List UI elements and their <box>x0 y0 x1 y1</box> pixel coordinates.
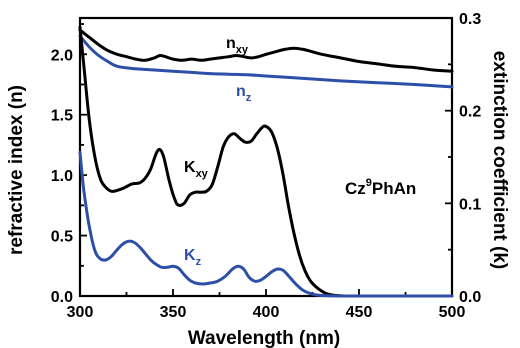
x-tick-label: 350 <box>160 304 187 321</box>
y-right-tick-label: 0.2 <box>459 104 481 121</box>
y-right-tick-label: 0.3 <box>459 11 481 28</box>
axes: 300 350 400 450 5000.00.51.01.52.00.00.10.20… <box>51 11 482 321</box>
series-label-nz-main: n <box>236 83 246 100</box>
y-left-tick-label: 0.0 <box>51 289 73 306</box>
sample-annotation-rest: PhAn <box>372 179 416 198</box>
y-right-tick-label: 0.0 <box>459 289 481 306</box>
y-left-tick-label: 1.0 <box>51 168 73 185</box>
sample-annotation: Cz9PhAn <box>345 177 416 198</box>
y-axis-title-right: extinction coefficient (k) <box>489 51 510 270</box>
series-label-nz-sub: z <box>246 92 252 104</box>
x-tick-label: 450 <box>346 304 373 321</box>
series-label-nxy-main: n <box>226 35 236 52</box>
series-line-kz <box>78 150 454 298</box>
series-label-kxy: Kxy <box>184 159 209 180</box>
y-axis-title-left: refractive index (n) <box>6 85 27 255</box>
x-tick-label: 400 <box>253 304 280 321</box>
series-label-kz-sub: z <box>196 256 202 268</box>
series-label-kz: Kz <box>184 247 202 268</box>
series-line-nxy <box>78 28 454 73</box>
x-tick-label: 300 <box>67 304 94 321</box>
x-tick-label: 500 <box>439 304 466 321</box>
series-line-nz <box>78 34 454 89</box>
series-label-nz: nz <box>236 83 252 104</box>
plot-area <box>78 25 454 298</box>
y-left-tick-label: 2.0 <box>51 47 73 64</box>
y-left-tick-label: 1.5 <box>51 108 73 125</box>
series-label-nxy: nxy <box>226 35 249 56</box>
series-label-nxy-sub: xy <box>236 44 249 56</box>
series-label-kxy-main: K <box>184 159 196 176</box>
sample-annotation-base: Cz <box>345 179 366 198</box>
y-left-tick-label: 0.5 <box>51 229 73 246</box>
y-right-tick-label: 0.1 <box>459 196 481 213</box>
series-line-kxy <box>78 25 454 298</box>
x-axis-title: Wavelength (nm) <box>188 328 340 348</box>
sample-annotation-sup: 9 <box>366 177 372 189</box>
series-label-kxy-sub: xy <box>196 168 209 180</box>
series-label-kz-main: K <box>184 247 196 264</box>
